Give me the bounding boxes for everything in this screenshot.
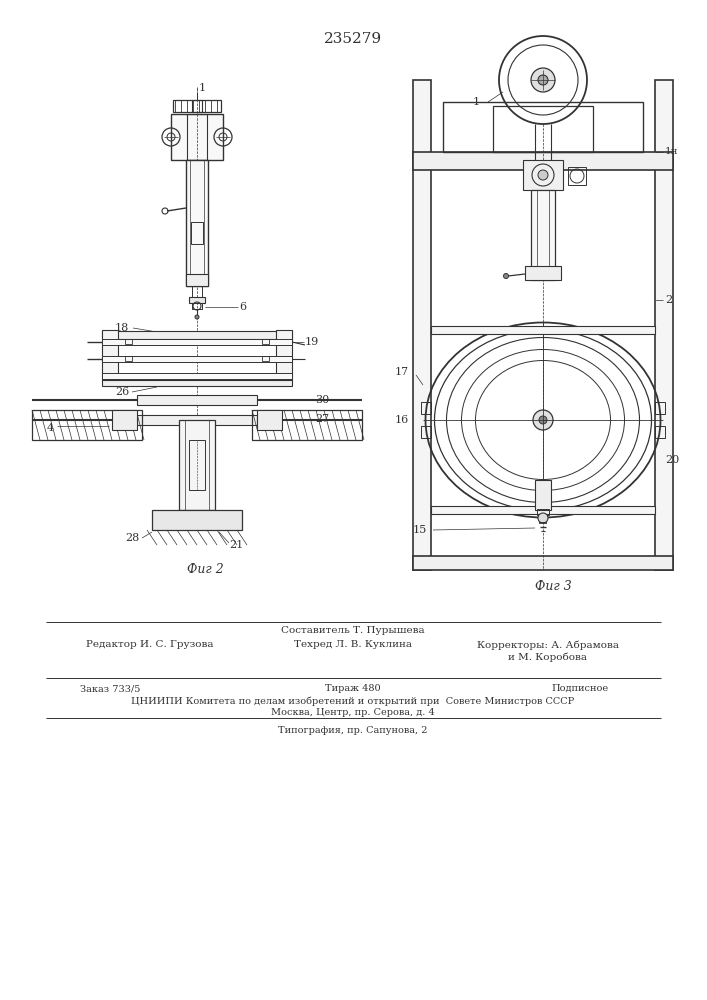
Bar (262, 339, 269, 344)
Bar (413, 80, 431, 570)
Circle shape (538, 170, 548, 180)
Text: 21: 21 (229, 540, 243, 550)
Text: 17: 17 (395, 367, 409, 377)
Bar (191, 222, 203, 244)
Bar (523, 160, 563, 190)
Bar (102, 373, 292, 379)
Bar (32, 410, 142, 440)
Bar (102, 331, 292, 339)
Bar (413, 152, 673, 170)
Circle shape (538, 513, 548, 523)
Bar (102, 356, 292, 362)
Text: Типография, пр. Сапунова, 2: Типография, пр. Сапунова, 2 (279, 726, 428, 735)
Text: Составитель Т. Пурышева: Составитель Т. Пурышева (281, 626, 425, 635)
Bar (171, 114, 223, 160)
Bar (421, 402, 431, 414)
Bar (186, 274, 208, 286)
Circle shape (503, 273, 508, 278)
Text: 2: 2 (665, 295, 672, 305)
Text: 16: 16 (395, 415, 409, 425)
Text: 1: 1 (199, 83, 206, 93)
Bar (655, 402, 665, 414)
Bar (276, 330, 292, 380)
Bar (187, 114, 207, 160)
Bar (173, 100, 221, 112)
Text: 20: 20 (665, 455, 679, 465)
Text: 1н: 1н (665, 147, 679, 156)
Bar (137, 395, 257, 405)
Bar (179, 420, 215, 510)
Bar (525, 266, 561, 280)
Text: 18: 18 (115, 323, 129, 333)
Text: 1: 1 (473, 97, 480, 107)
Bar (192, 286, 202, 298)
Bar (413, 556, 673, 570)
Bar (192, 100, 202, 112)
Bar (262, 356, 269, 361)
Text: 19: 19 (305, 337, 320, 347)
Text: 6: 6 (239, 302, 246, 312)
Text: Заказ 733/5: Заказ 733/5 (80, 684, 141, 693)
Text: Фиг 2: Фиг 2 (187, 563, 223, 576)
Text: ЦНИИПИ Комитета по делам изобретений и открытий при  Совете Министров СССР: ЦНИИПИ Комитета по делам изобретений и о… (132, 696, 575, 706)
Bar (102, 330, 118, 380)
Bar (257, 410, 282, 430)
Circle shape (538, 75, 548, 85)
Bar (189, 297, 205, 303)
Text: Подписное: Подписное (551, 684, 609, 693)
Bar (125, 339, 132, 344)
Circle shape (195, 315, 199, 319)
Circle shape (539, 416, 547, 424)
Bar (125, 356, 132, 361)
Circle shape (533, 410, 553, 430)
Bar (531, 190, 555, 280)
Text: Тираж 480: Тираж 480 (325, 684, 381, 693)
Bar (252, 410, 362, 440)
Bar (102, 380, 292, 386)
Text: Москва, Центр, пр. Серова, д. 4: Москва, Центр, пр. Серова, д. 4 (271, 708, 435, 717)
Bar (152, 510, 242, 530)
Circle shape (531, 68, 555, 92)
Text: Корректоры: А. Абрамова: Корректоры: А. Абрамова (477, 640, 619, 650)
Text: 27: 27 (315, 414, 329, 424)
Text: 30: 30 (315, 395, 329, 405)
Bar (112, 410, 137, 430)
Bar (655, 426, 665, 438)
Bar (568, 167, 586, 185)
Bar (537, 509, 549, 515)
Bar (431, 506, 655, 514)
Bar (137, 415, 257, 425)
Text: 28: 28 (125, 533, 139, 543)
Bar (493, 106, 593, 152)
Text: Техред Л. В. Куклина: Техред Л. В. Куклина (294, 640, 412, 649)
Bar (192, 303, 202, 309)
Bar (431, 326, 655, 334)
Bar (443, 102, 643, 152)
Bar (189, 440, 205, 490)
Text: 26: 26 (115, 387, 129, 397)
Text: Редактор И. С. Грузова: Редактор И. С. Грузова (86, 640, 214, 649)
Bar (535, 480, 551, 510)
Text: 15: 15 (413, 525, 427, 535)
Text: Фиг 3: Фиг 3 (534, 580, 571, 593)
Text: и М. Коробова: и М. Коробова (508, 652, 588, 662)
Text: 235279: 235279 (324, 32, 382, 46)
Bar (186, 160, 208, 286)
Bar (102, 339, 292, 345)
Bar (655, 80, 673, 570)
Text: 4: 4 (47, 423, 54, 433)
Bar (421, 426, 431, 438)
